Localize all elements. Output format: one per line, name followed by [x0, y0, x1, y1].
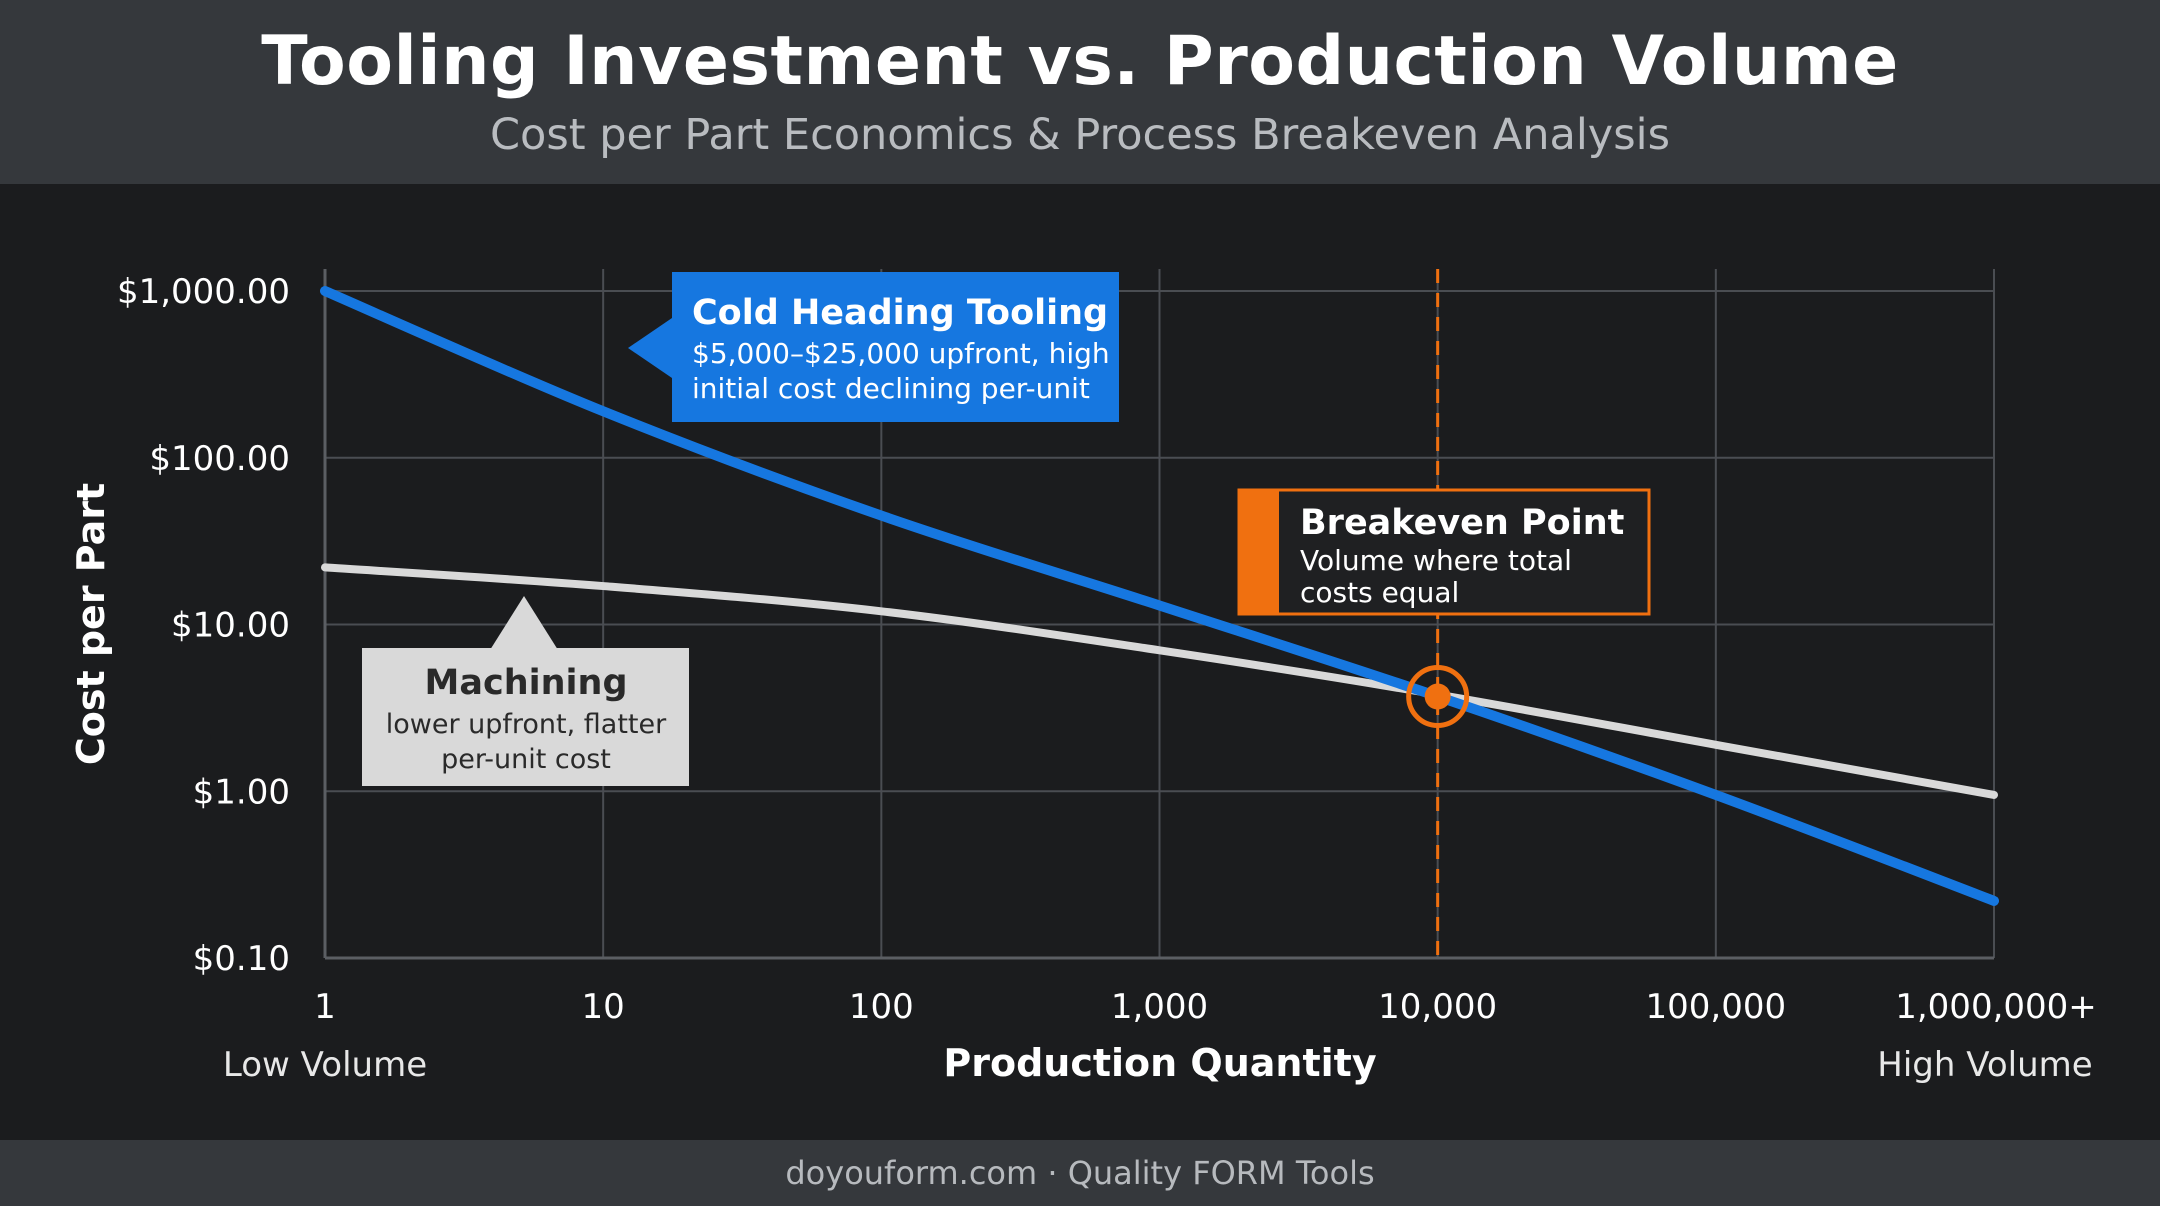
y-tick-label-1: $100.00: [149, 439, 290, 479]
x-tick-label-1: 10: [582, 987, 625, 1027]
machining-callout-line-2: per-unit cost: [441, 744, 611, 775]
cold-heading-callout-box: [672, 272, 1119, 422]
breakeven-callout: Breakeven Point Volume where total costs…: [1237, 488, 1651, 616]
y-tick-label-4: $0.10: [193, 939, 290, 979]
breakeven-marker: [1406, 665, 1470, 729]
machining-callout: Machining lower upfront, flatter per-uni…: [362, 596, 689, 786]
cold-heading-callout-title: Cold Heading Tooling: [692, 293, 1108, 333]
header: Tooling Investment vs. Production Volume…: [0, 0, 2160, 184]
cold-heading-callout-pointer: [628, 318, 672, 378]
breakeven-callout-title: Breakeven Point: [1300, 503, 1624, 543]
breakeven-callout-box: [1237, 488, 1651, 616]
breakeven-callout-accent: [1239, 490, 1279, 614]
chart-title: Tooling Investment vs. Production Volume: [261, 22, 1899, 101]
x-tick-label-3: 1,000: [1111, 987, 1208, 1027]
y-axis-label: Cost per Part: [69, 483, 113, 765]
x-tick-label-4: 10,000: [1378, 987, 1497, 1027]
breakeven-marker-ring: [1406, 665, 1470, 729]
x-tick-label-0: 1: [314, 987, 336, 1027]
machining-callout-line-1: lower upfront, flatter: [386, 709, 667, 740]
machining-callout-box: [362, 648, 689, 786]
y-tick-label-2: $10.00: [171, 606, 290, 646]
y-tick-label-0: $1,000.00: [117, 272, 290, 312]
chart-subtitle: Cost per Part Economics & Process Breake…: [490, 110, 1670, 160]
footer: doyouform.com · Quality FORM Tools: [0, 1140, 2160, 1206]
series-line-machining: [321, 563, 1998, 799]
x-axis-label: Production Quantity: [943, 1041, 1376, 1085]
axis-ticks: 1 10 100 1,000 10,000 100,000 1,000,000+ $1,000…: [117, 272, 2097, 1027]
machining-callout-pointer: [490, 596, 558, 650]
cold-heading-callout-line-1: $5,000–$25,000 upfront, high: [692, 337, 1110, 370]
x-tick-label-6: 1,000,000+: [1895, 987, 2097, 1027]
y-tick-label-3: $1.00: [193, 772, 290, 812]
chart-plot: 1 10 100 1,000 10,000 100,000 1,000,000+ $1,000…: [69, 269, 2097, 1085]
series-line-cold-heading: [320, 286, 1999, 906]
breakeven-callout-line-2: costs equal: [1300, 576, 1459, 609]
breakeven-marker-dot: [1424, 683, 1451, 710]
x-end-label-right: High Volume: [1877, 1045, 2092, 1085]
breakeven-callout-line-1: Volume where total: [1300, 544, 1572, 577]
cold-heading-callout-line-2: initial cost declining per-unit: [692, 372, 1090, 405]
cold-heading-callout: Cold Heading Tooling $5,000–$25,000 upfr…: [628, 272, 1119, 422]
x-tick-label-5: 100,000: [1646, 987, 1787, 1027]
x-tick-label-2: 100: [849, 987, 914, 1027]
x-end-label-left: Low Volume: [223, 1045, 427, 1085]
machining-callout-title: Machining: [425, 663, 628, 703]
series-lines: [320, 286, 1999, 906]
